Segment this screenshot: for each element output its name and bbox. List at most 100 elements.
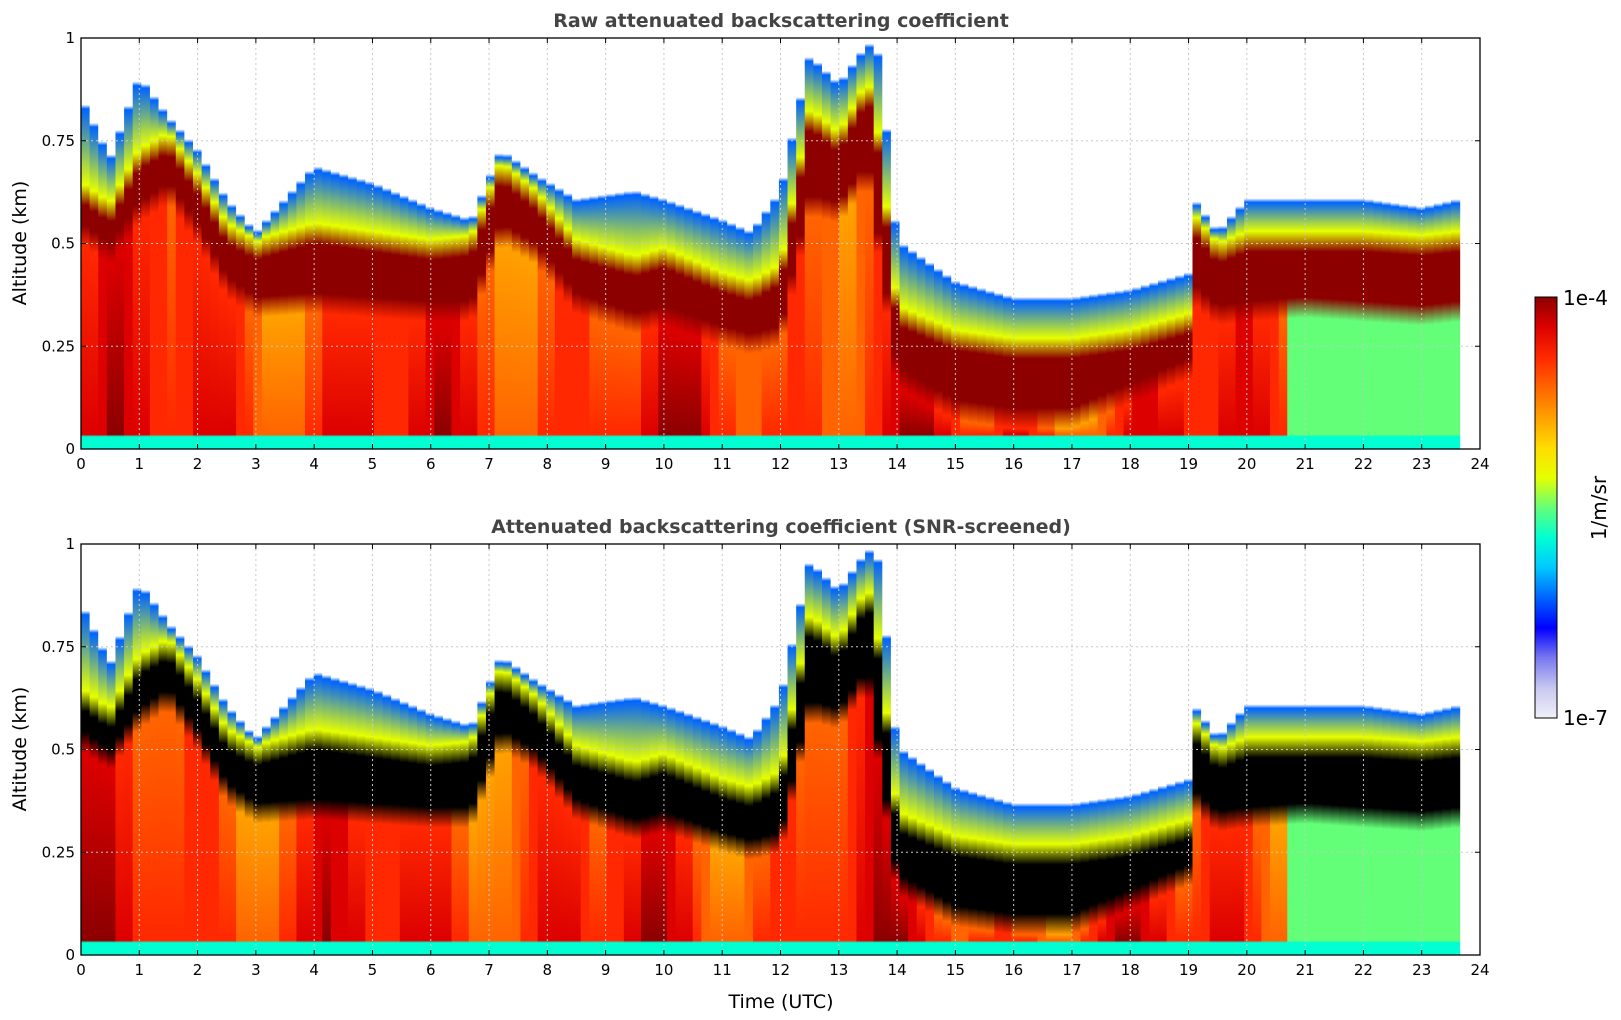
heatmap-column (1046, 38, 1056, 449)
x-tick-label: 0 (76, 961, 86, 979)
x-tick-label: 8 (543, 961, 553, 979)
x-tick-label: 24 (1470, 961, 1489, 979)
heatmap-column (184, 38, 194, 449)
heatmap-column (899, 544, 909, 955)
heatmap-column (994, 544, 1004, 955)
x-tick-label: 12 (771, 961, 790, 979)
heatmap-column (839, 38, 849, 449)
x-tick-label: 3 (251, 455, 261, 473)
heatmap-column (778, 544, 789, 955)
heatmap-column (141, 544, 151, 955)
heatmap-column (485, 544, 496, 955)
heatmap-column (115, 38, 125, 449)
x-tick-label: 14 (888, 961, 907, 979)
heatmap-column (270, 544, 280, 955)
y-axis-label-raw: Altitude (km) (9, 181, 31, 306)
x-tick-label: 2 (193, 455, 203, 473)
heatmap-column (468, 38, 478, 449)
x-tick-label: 23 (1412, 961, 1431, 979)
panel-title-snr-screened: Attenuated backscattering coefficient (S… (491, 516, 1071, 538)
x-tick-label: 13 (829, 455, 848, 473)
heatmap-column (1425, 544, 1435, 955)
x-tick-label: 16 (1004, 455, 1023, 473)
x-tick-label: 6 (426, 961, 436, 979)
x-ticks-snr-screened: 0 1 2 3 4 5 6 7 8 9 10 11 12 13 14 15 16 17 18 19 20 21 22 23 24 (76, 544, 1490, 979)
y-axis-label-snr-screened: Altitude (km) (9, 687, 31, 812)
x-tick-label: 0 (76, 455, 86, 473)
heatmap-column (149, 38, 160, 449)
x-tick-label: 17 (1062, 961, 1081, 979)
heatmap-column (339, 544, 349, 955)
heatmap-column (580, 544, 590, 955)
heatmap-column (1020, 38, 1030, 449)
x-tick-label: 10 (654, 961, 673, 979)
x-tick-label: 20 (1237, 455, 1256, 473)
heatmap-column (158, 38, 168, 449)
heatmap-column (1433, 544, 1443, 955)
heatmap-column (124, 38, 134, 449)
x-tick-label: 16 (1004, 961, 1023, 979)
heatmap-column (218, 544, 229, 955)
heatmap-column (305, 38, 315, 449)
heatmap-column (1433, 38, 1443, 449)
heatmap-column (1106, 544, 1116, 955)
x-tick-label: 4 (309, 961, 319, 979)
heatmap-column (1175, 38, 1185, 449)
heatmap-column (1054, 38, 1064, 449)
heatmap-column (735, 38, 746, 449)
x-tick-label: 5 (368, 455, 378, 473)
heatmap-column (236, 544, 246, 955)
x-tick-label: 4 (309, 455, 319, 473)
grid-snr-screened (81, 544, 1480, 955)
heatmap-column (1149, 38, 1159, 449)
heatmap-column (1140, 544, 1151, 955)
x-tick-label: 24 (1470, 455, 1489, 473)
heatmap-column (675, 38, 685, 449)
x-tick-label: 9 (601, 455, 611, 473)
heatmap-column (1338, 544, 1349, 955)
x-tick-label: 12 (771, 455, 790, 473)
heatmap-column (873, 38, 883, 449)
heatmap-column (1364, 38, 1375, 449)
heatmap-column (1295, 38, 1306, 449)
heatmap-column (830, 38, 840, 449)
heatmap-column (1089, 544, 1099, 955)
x-tick-label: 20 (1237, 961, 1256, 979)
heatmap-column (1028, 38, 1039, 449)
x-tick-label: 21 (1296, 961, 1315, 979)
heatmap-column (1450, 38, 1461, 449)
heatmap-column (1390, 544, 1400, 955)
x-tick-label: 10 (654, 455, 673, 473)
heatmap-column (985, 38, 995, 449)
heatmap-column (210, 38, 220, 449)
x-ticks-raw: 0 1 2 3 4 5 6 7 8 9 10 11 12 13 14 15 16 17 18 19 20 21 22 23 24 (76, 38, 1490, 473)
heatmap-column (244, 544, 254, 955)
heatmap-column (210, 544, 220, 955)
heatmap-column (89, 544, 99, 955)
x-tick-label: 18 (1121, 961, 1140, 979)
heatmap-column (1330, 544, 1340, 955)
heatmap-column (279, 544, 289, 955)
heatmap-column (641, 544, 651, 955)
x-tick-label: 23 (1412, 455, 1431, 473)
heatmap-column (546, 38, 556, 449)
heatmap-column (1399, 544, 1409, 955)
x-tick-label: 2 (193, 961, 203, 979)
y-tick-label: 0.75 (42, 132, 75, 150)
heatmap-column (1356, 38, 1366, 449)
heatmap-column (460, 544, 470, 955)
heatmap-column (994, 38, 1004, 449)
heatmap-column (1364, 544, 1375, 955)
heatmap-column (313, 38, 323, 449)
heatmap-column (1278, 38, 1288, 449)
x-tick-label: 11 (713, 961, 732, 979)
heatmap-column (1175, 544, 1185, 955)
heatmap-column (589, 38, 599, 449)
heatmap-column (279, 38, 289, 449)
heatmap-column (1123, 544, 1133, 955)
y-ticks-raw: 0 0.25 0.5 0.75 1 (42, 29, 1480, 458)
heatmap-column (770, 544, 780, 955)
heatmap-column (1089, 38, 1099, 449)
heatmap-column (408, 544, 418, 955)
